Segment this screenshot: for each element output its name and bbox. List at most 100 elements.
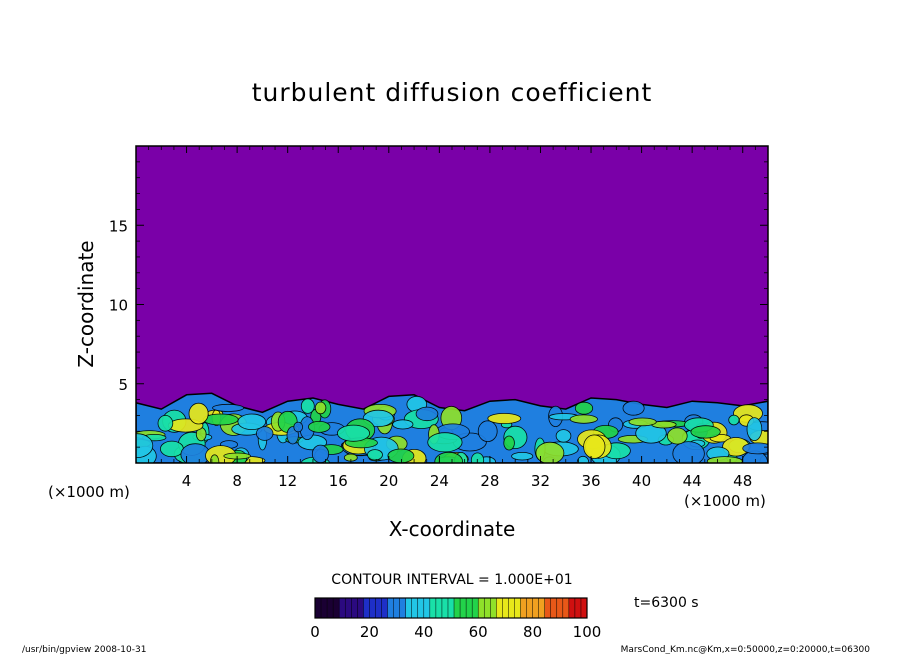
turbulence-eddy: [666, 427, 688, 445]
colorbar-segment: [514, 598, 521, 618]
turbulence-eddy: [188, 402, 209, 425]
colorbar-segment: [411, 598, 419, 618]
colorbar-segment: [460, 598, 467, 618]
x-tick-label: 4: [182, 472, 192, 490]
colorbar-segment: [508, 598, 515, 618]
turbulence-eddy: [212, 403, 245, 412]
colorbar-segment: [417, 598, 425, 618]
y-axis-label: Z-coordinate: [74, 240, 98, 367]
colorbar-segment: [532, 598, 539, 618]
colorbar-tick-label: 0: [310, 623, 320, 641]
turbulence-eddy: [237, 413, 267, 431]
y-axis-ticks: 5 10 15: [109, 161, 768, 448]
colorbar-segment: [580, 598, 588, 618]
y-tick-label: 10: [109, 297, 128, 315]
colorbar-tick-label: 100: [573, 623, 602, 641]
colorbar-segment: [375, 598, 382, 618]
turbulence-eddy: [336, 424, 370, 442]
colorbar-tick-label: 20: [360, 623, 379, 641]
colorbar-tick-label: 80: [523, 623, 542, 641]
colorbar-segment: [315, 598, 322, 618]
turbulence-eddy: [535, 441, 565, 463]
colorbar-segment: [363, 598, 370, 618]
colorbar-frame: [314, 597, 588, 619]
colorbar-segment: [399, 598, 406, 618]
colorbar-segment: [562, 598, 570, 618]
turbulence-eddy: [308, 420, 331, 433]
colorbar-segment: [484, 598, 491, 618]
x-axis-label: X-coordinate: [389, 517, 516, 541]
colorbar-segment: [490, 598, 497, 618]
colorbar-segment: [429, 598, 437, 618]
x-tick-label: 32: [531, 472, 550, 490]
colorbar-segment: [327, 598, 334, 618]
turbulence-eddy: [157, 414, 174, 432]
x-tick-label: 8: [232, 472, 242, 490]
colorbar-segment: [574, 598, 582, 618]
x-unit-label-left: (×1000 m): [48, 483, 130, 501]
colorbar-segment: [405, 598, 413, 618]
y-tick-label: 5: [118, 376, 128, 394]
turbulence-field: [136, 392, 768, 463]
colorbar-segment: [369, 598, 376, 618]
colorbar-tick-label: 60: [469, 623, 488, 641]
footer-left: /usr/bin/gpview 2008-10-31: [22, 645, 146, 654]
turbulence-eddy: [256, 426, 274, 441]
turbulence-eddy: [300, 398, 315, 414]
turbulence-eddy: [511, 452, 534, 461]
turbulence-eddy: [434, 451, 463, 463]
x-tick-label: 20: [379, 472, 398, 490]
colorbar-segment: [387, 598, 394, 618]
turbulence-eddy: [202, 413, 239, 426]
turbulence-eddy: [367, 449, 383, 461]
turbulence-eddy: [690, 425, 721, 439]
footer-right: MarsCond_Km.nc@Km,x=0:50000,z=0:20000,t=…: [621, 645, 871, 654]
turbulence-eddy: [477, 420, 498, 443]
x-tick-label: 12: [278, 472, 297, 490]
turbulence-eddy: [503, 435, 515, 451]
turbulence-eddy: [583, 434, 606, 459]
colorbar-segment: [544, 598, 552, 618]
colorbar-segment: [321, 598, 328, 618]
x-tick-label: 40: [632, 472, 651, 490]
contour-interval-label: CONTOUR INTERVAL = 1.000E+01: [331, 572, 572, 588]
colorbar-segment: [441, 598, 449, 618]
colorbar-ticks: 0 20 40 60 80 100: [310, 623, 601, 641]
colorbar-segment: [568, 598, 576, 618]
colorbar-segment: [472, 598, 479, 618]
turbulence-eddy: [555, 429, 572, 443]
colorbar-segment: [447, 598, 455, 618]
turbulence-eddy: [311, 444, 330, 463]
colorbar-segment: [496, 598, 503, 618]
turbulence-eddy: [136, 433, 154, 458]
colorbar-segment: [550, 598, 558, 618]
x-tick-label: 24: [430, 472, 449, 490]
colorbar-segment: [345, 598, 352, 618]
turbulence-eddy: [487, 412, 522, 424]
colorbar-segment: [333, 598, 340, 618]
turbulence-eddy: [293, 421, 304, 433]
chart-title: turbulent diffusion coefficient: [252, 78, 653, 107]
colorbar-segment: [381, 598, 388, 618]
turbulence-eddy: [427, 432, 463, 453]
time-label: t=6300 s: [634, 595, 699, 611]
turbulence-eddy: [470, 452, 485, 463]
turbulence-eddy: [576, 455, 590, 463]
colorbar-segment: [520, 598, 527, 618]
colorbar-segment: [393, 598, 400, 618]
turbulence-eddy: [706, 456, 743, 463]
x-tick-label: 44: [683, 472, 702, 490]
turbulence-eddy: [159, 440, 184, 458]
colorbar-segment: [556, 598, 564, 618]
turbulence-eddy: [387, 448, 415, 463]
turbulence-eddy: [746, 417, 763, 442]
turbulence-eddy: [742, 442, 768, 455]
colorbar-segment: [466, 598, 473, 618]
colorbar-segment: [357, 598, 364, 618]
x-axis-ticks: 4 8 12 16 20 24 28 32 36 40 44 48: [148, 146, 756, 490]
turbulence-eddy: [728, 414, 740, 426]
colorbar-tick-label: 40: [414, 623, 433, 641]
x-tick-label: 16: [329, 472, 348, 490]
turbulence-eddy: [392, 419, 414, 430]
colorbar-segment: [435, 598, 443, 618]
